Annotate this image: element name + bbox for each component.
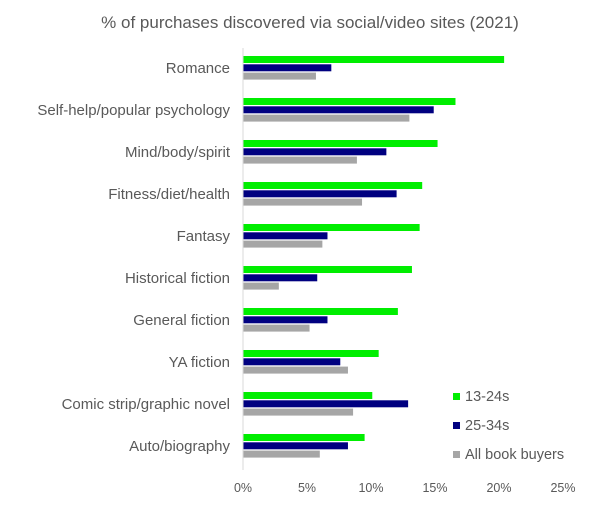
x-tick-label: 25% <box>550 481 575 495</box>
category-label: Mind/body/spirit <box>125 144 231 161</box>
category-label: Comic strip/graphic novel <box>62 396 230 413</box>
category-label: Auto/biography <box>129 438 230 455</box>
category-label: Historical fiction <box>125 270 230 287</box>
bar-13-24s-10 <box>243 434 365 441</box>
category-label: YA fiction <box>169 354 230 371</box>
bar-13-24s-4 <box>243 182 423 189</box>
bar-25-34s-7 <box>243 316 328 324</box>
bars <box>243 56 505 458</box>
bar-13-24s-1 <box>243 56 505 63</box>
bar-25-34s-10 <box>243 442 348 450</box>
bar-25-34s-4 <box>243 190 397 198</box>
x-tick-label: 15% <box>422 481 447 495</box>
category-label: Romance <box>166 60 230 77</box>
bar-all-book-buyers-4 <box>243 198 363 206</box>
x-tick-label: 10% <box>358 481 383 495</box>
legend-swatch-13-24s <box>453 393 460 400</box>
category-labels: Romance Self-help/popular psychology Mind/… <box>37 60 230 455</box>
bar-25-34s-5 <box>243 232 328 240</box>
category-label: Self-help/popular psychology <box>37 102 230 119</box>
bar-13-24s-7 <box>243 308 398 315</box>
bar-25-34s-2 <box>243 106 434 114</box>
legend-swatch-25-34s <box>453 422 460 429</box>
legend: 13-24s 25-34s All book buyers <box>453 389 564 463</box>
x-tick-label: 20% <box>486 481 511 495</box>
bar-all-book-buyers-2 <box>243 114 410 122</box>
legend-swatch-all-book-buyers <box>453 451 460 458</box>
bar-25-34s-9 <box>243 400 409 408</box>
bar-all-book-buyers-3 <box>243 156 357 164</box>
bar-25-34s-6 <box>243 274 318 282</box>
x-tick-label: 0% <box>234 481 252 495</box>
legend-label-all-book-buyers: All book buyers <box>465 447 564 463</box>
bar-13-24s-3 <box>243 140 438 147</box>
x-tick-labels: 0% 5% 10% 15% 20% 25% <box>234 481 576 495</box>
category-label: General fiction <box>133 312 230 329</box>
bar-all-book-buyers-10 <box>243 450 320 458</box>
category-label: Fitness/diet/health <box>108 186 230 203</box>
bar-13-24s-9 <box>243 392 373 399</box>
bar-13-24s-8 <box>243 350 379 357</box>
bar-all-book-buyers-7 <box>243 324 310 332</box>
legend-label-13-24s: 13-24s <box>465 389 509 405</box>
bar-all-book-buyers-9 <box>243 408 354 416</box>
bar-13-24s-5 <box>243 224 420 231</box>
x-tick-label: 5% <box>298 481 316 495</box>
bar-25-34s-3 <box>243 148 387 156</box>
category-label: Fantasy <box>177 228 231 245</box>
chart-title: % of purchases discovered via social/vid… <box>101 13 519 32</box>
legend-label-25-34s: 25-34s <box>465 418 509 434</box>
bar-13-24s-6 <box>243 266 412 273</box>
bar-all-book-buyers-6 <box>243 282 279 290</box>
bar-all-book-buyers-5 <box>243 240 323 248</box>
bar-all-book-buyers-8 <box>243 366 348 374</box>
bar-25-34s-8 <box>243 358 341 366</box>
bar-13-24s-2 <box>243 98 456 105</box>
bar-all-book-buyers-1 <box>243 72 316 80</box>
bar-25-34s-1 <box>243 64 332 72</box>
